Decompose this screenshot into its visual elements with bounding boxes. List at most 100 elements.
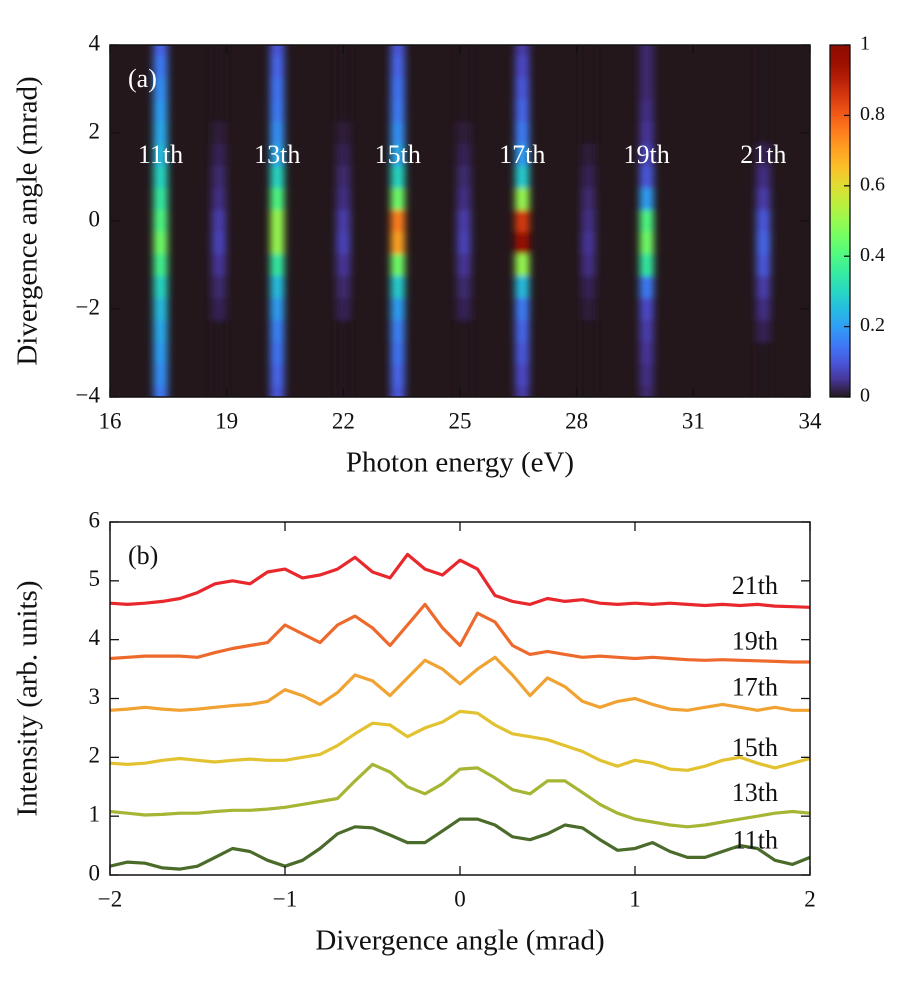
series-label: 19th [732,626,778,655]
panel-label: (b) [128,541,158,570]
heatmap-cell [211,386,226,397]
x-tick-label: 16 [99,408,122,433]
heatmap-cell [336,122,351,144]
heatmap-cell [456,276,471,298]
heatmap-cell [456,166,471,188]
heatmap-cell [336,144,351,166]
heatmap-cell [336,232,351,254]
heatmap-cell [336,100,351,122]
heatmap-cell [211,56,226,78]
heatmap-cell [270,122,285,144]
heatmap-cell [270,254,285,276]
y-axis-label: Intensity (arb. units) [12,581,44,817]
heatmap-cell [211,45,226,56]
heatmap-cell [270,100,285,122]
heatmap-cell [456,232,471,254]
heatmap-cell [390,276,405,298]
x-axis-label: Divergence angle (mrad) [315,925,604,957]
colorbar-tick-label: 0.6 [860,173,885,195]
heatmap [153,45,771,397]
heatmap-cell [515,122,530,144]
heatmap-cell [336,342,351,364]
heatmap-cell [756,122,771,144]
colorbar-tick-label: 0.8 [860,103,885,125]
heatmap-cell [390,144,405,166]
heatmap-cell [456,78,471,100]
panel-label: (a) [128,64,157,93]
colorbar-tick-label: 0.4 [860,244,885,266]
heatmap-cell [211,100,226,122]
heatmap-cell [336,254,351,276]
heatmap-cell [581,166,596,188]
heatmap-cell [581,254,596,276]
heatmap-cell [515,342,530,364]
series-label: 11th [733,825,778,854]
heatmap-cell [581,232,596,254]
heatmap-cell [756,386,771,397]
heatmap-cells [153,45,771,397]
heatmap-cell [639,298,654,320]
y-tick-label: 0 [89,206,101,231]
heatmap-cell [639,144,654,166]
heatmap-cell [211,320,226,342]
heatmap-cell [153,144,168,166]
heatmap-cell [390,210,405,232]
heatmap-cell [270,276,285,298]
heatmap-cell [639,188,654,210]
heatmap-cell [153,56,168,78]
heatmap-cell [270,386,285,397]
series-label: 13th [732,778,778,807]
colorbar-tick-label: 0 [860,385,870,407]
harmonic-label: 21th [740,140,786,169]
heatmap-cell [336,166,351,188]
heatmap-cell [270,342,285,364]
heatmap-cell [581,78,596,100]
heatmap-cell [270,298,285,320]
x-tick-label: 25 [449,408,472,433]
heatmap-cell [756,254,771,276]
harmonic-label: 15th [375,140,421,169]
heatmap-cell [270,232,285,254]
heatmap-cell [211,78,226,100]
colorbar-tick-label: 0.2 [860,314,885,336]
heatmap-cell [390,298,405,320]
colorbar-tick-label: 1 [860,33,870,55]
y-tick-label: 1 [89,801,101,826]
y-tick-label: 2 [89,118,101,143]
heatmap-cell [390,56,405,78]
heatmap-cell [456,122,471,144]
heatmap-cell [639,276,654,298]
heatmap-cell [153,298,168,320]
heatmap-cell [756,364,771,386]
heatmap-cell [153,45,168,56]
heatmap-cell [456,56,471,78]
heatmap-cell [581,298,596,320]
series-label: 17th [732,672,778,701]
heatmap-cell [211,276,226,298]
x-tick-label: 28 [565,408,588,433]
x-tick-label: 2 [804,886,816,911]
line-series [109,709,811,772]
heatmap-cell [756,78,771,100]
heatmap-cell [515,232,530,254]
heatmap-cell [515,56,530,78]
heatmap-cell [270,320,285,342]
heatmap-cell [390,254,405,276]
series-label: 15th [732,733,778,762]
heatmap-cell [639,210,654,232]
x-tick-label: 19 [215,408,238,433]
series-label: 21th [732,571,778,600]
heatmap-cell [756,232,771,254]
heatmap-cell [456,100,471,122]
heatmap-cell [270,45,285,56]
plot-frame [109,44,811,398]
heatmap-cell [211,166,226,188]
colorbar [829,44,851,398]
y-axis-label: Divergence angle (mrad) [12,76,44,365]
x-tick-label: 31 [682,408,705,433]
heatmap-cell [456,320,471,342]
y-tick-label: 3 [89,684,101,709]
heatmap-cell [756,100,771,122]
heatmap-cell [515,320,530,342]
heatmap-cell [153,122,168,144]
